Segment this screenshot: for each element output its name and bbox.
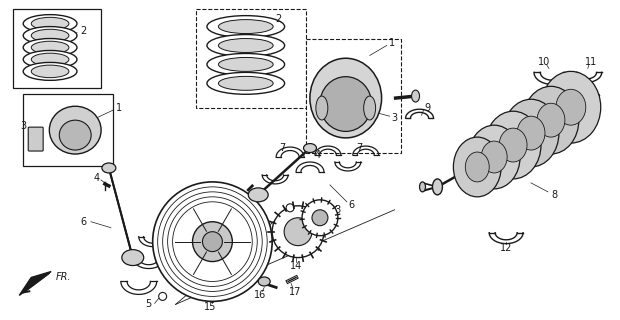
Circle shape [203,232,223,252]
Ellipse shape [320,77,371,132]
FancyBboxPatch shape [306,38,401,153]
Text: 13: 13 [330,205,342,215]
Circle shape [302,200,338,236]
Ellipse shape [523,86,579,154]
Text: 4: 4 [94,173,100,183]
Ellipse shape [248,188,268,202]
Text: 11: 11 [585,57,597,68]
Ellipse shape [304,144,316,153]
Text: 5: 5 [281,213,287,223]
Text: 14: 14 [290,260,302,270]
Text: 7: 7 [169,225,175,235]
Ellipse shape [316,96,328,120]
Text: 14: 14 [309,243,321,252]
Ellipse shape [468,125,520,189]
FancyBboxPatch shape [197,9,306,108]
Ellipse shape [122,250,144,266]
Ellipse shape [60,120,91,150]
Ellipse shape [541,71,601,143]
Text: 4: 4 [315,150,321,160]
Text: 2: 2 [275,14,281,24]
Text: 2: 2 [80,26,86,36]
Text: 7: 7 [356,143,363,153]
Ellipse shape [485,111,541,179]
Ellipse shape [23,15,77,33]
FancyBboxPatch shape [24,94,113,166]
Circle shape [153,182,272,301]
Text: 1: 1 [116,103,122,113]
Ellipse shape [433,179,443,195]
Text: 6: 6 [349,200,355,210]
Text: 7: 7 [167,250,174,260]
Ellipse shape [31,53,69,66]
Text: 16: 16 [254,291,267,300]
Circle shape [193,222,232,261]
Circle shape [272,206,324,258]
Ellipse shape [207,35,285,56]
Ellipse shape [503,99,559,167]
Ellipse shape [218,38,273,52]
Text: 3: 3 [392,113,397,123]
Ellipse shape [207,53,285,76]
Ellipse shape [517,116,545,150]
Ellipse shape [310,58,381,138]
Ellipse shape [258,277,270,286]
Ellipse shape [23,51,77,68]
Ellipse shape [207,72,285,94]
Ellipse shape [537,103,565,137]
FancyBboxPatch shape [13,9,101,88]
Ellipse shape [23,27,77,44]
Ellipse shape [466,152,489,182]
Ellipse shape [412,90,420,102]
Circle shape [286,204,294,212]
Ellipse shape [556,89,586,125]
Ellipse shape [218,20,273,34]
FancyBboxPatch shape [29,127,43,151]
Text: 5: 5 [146,300,152,309]
Polygon shape [19,271,51,295]
Ellipse shape [50,106,101,154]
Circle shape [312,210,328,226]
Ellipse shape [218,76,273,90]
Text: 3: 3 [20,121,26,131]
Ellipse shape [102,163,116,173]
Text: FR.: FR. [56,273,71,283]
Ellipse shape [31,41,69,54]
Ellipse shape [31,65,69,78]
Ellipse shape [31,17,69,30]
Text: 10: 10 [538,57,550,68]
Circle shape [284,218,312,246]
Ellipse shape [364,96,376,120]
Ellipse shape [420,182,425,192]
Ellipse shape [31,29,69,42]
Ellipse shape [499,128,527,162]
Ellipse shape [23,62,77,80]
Ellipse shape [481,141,507,173]
Text: 1: 1 [389,37,395,47]
Ellipse shape [453,137,501,197]
Text: 17: 17 [289,287,301,297]
Text: 12: 12 [500,243,512,252]
Text: 15: 15 [204,302,216,312]
Ellipse shape [207,16,285,37]
Text: 7: 7 [279,143,285,153]
Circle shape [159,292,167,300]
Ellipse shape [218,58,273,71]
Text: 8: 8 [552,190,558,200]
Ellipse shape [23,38,77,56]
Text: 9: 9 [425,103,430,113]
Text: 6: 6 [80,217,86,227]
